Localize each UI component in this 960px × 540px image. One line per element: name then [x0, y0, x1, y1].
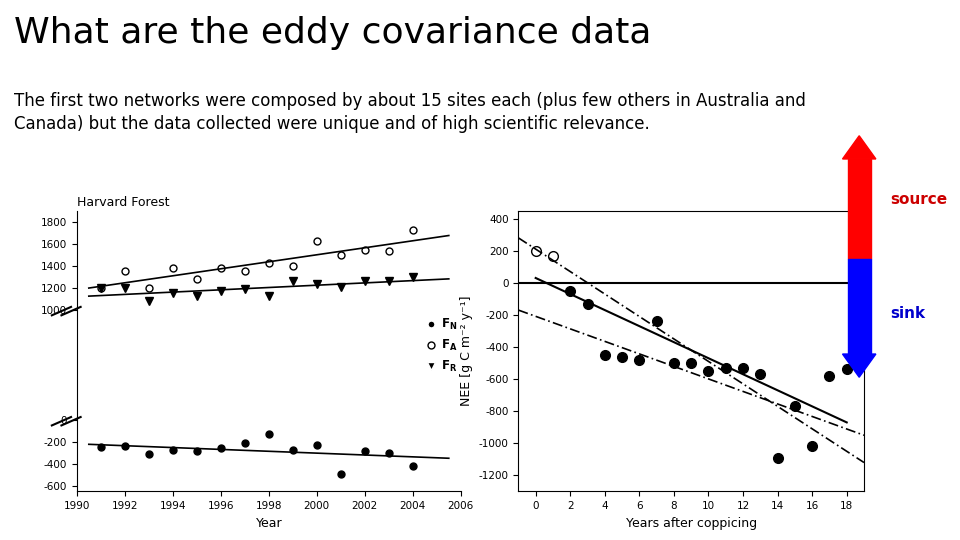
Text: sink: sink: [890, 306, 925, 321]
Text: source: source: [890, 192, 948, 207]
Text: Harvard Forest: Harvard Forest: [77, 197, 169, 210]
Bar: [848, 260, 871, 354]
Polygon shape: [843, 136, 876, 159]
X-axis label: Years after coppicing: Years after coppicing: [626, 517, 756, 530]
X-axis label: Year: Year: [255, 517, 282, 530]
Text: The first two networks were composed by about 15 sites each (plus few others in : The first two networks were composed by …: [14, 92, 806, 133]
Bar: [848, 159, 871, 260]
Legend: $\mathbf{F_N}$, $\mathbf{F_A}$, $\mathbf{F_R}$: $\mathbf{F_N}$, $\mathbf{F_A}$, $\mathbf…: [421, 312, 463, 379]
Polygon shape: [843, 354, 876, 377]
Y-axis label: NEE [g C m⁻² y⁻¹]: NEE [g C m⁻² y⁻¹]: [460, 296, 473, 406]
Text: What are the eddy covariance data: What are the eddy covariance data: [14, 16, 652, 50]
